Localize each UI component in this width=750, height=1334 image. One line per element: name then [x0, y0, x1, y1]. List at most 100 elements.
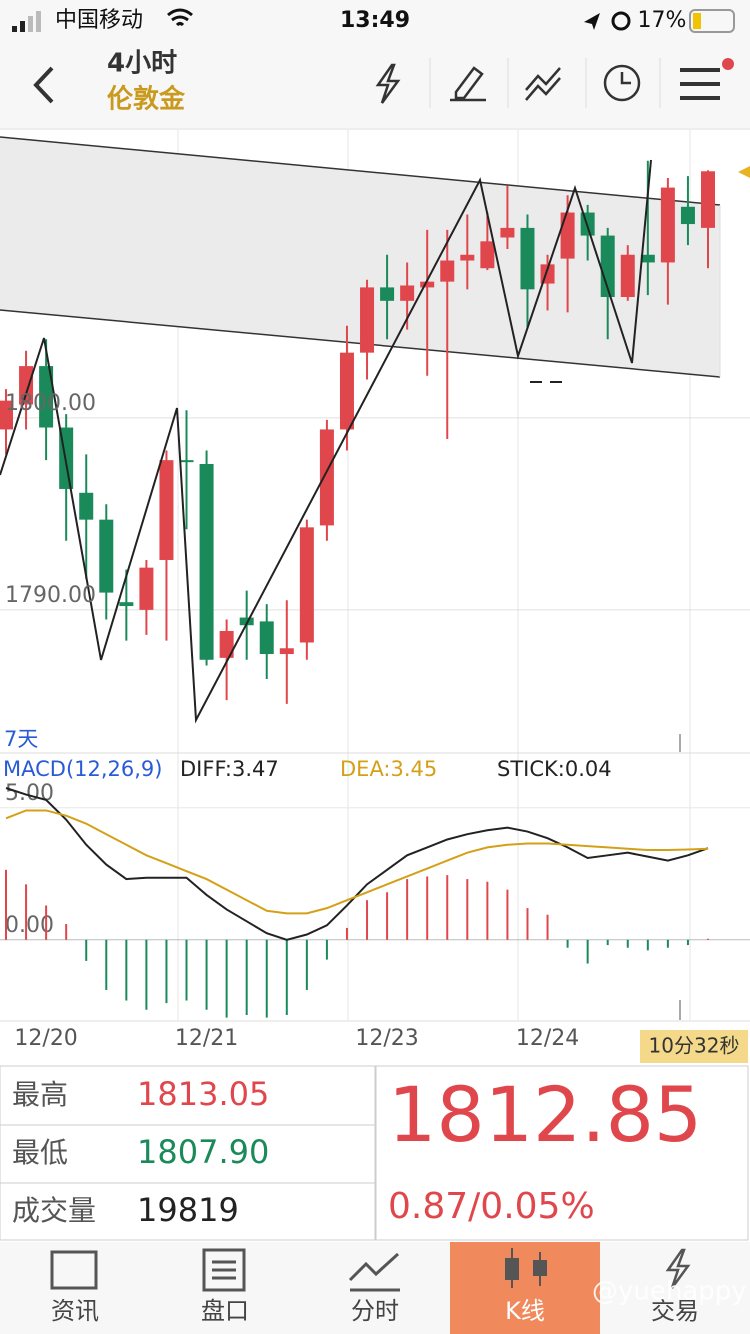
dea-line: [5, 809, 709, 915]
high-label: 最高: [12, 1078, 68, 1111]
candle-body: [500, 227, 515, 238]
candle-body: [380, 287, 395, 301]
x-tick-label: 12/20: [14, 1026, 77, 1051]
price-box: [375, 1065, 749, 1241]
tab-label[interactable]: 资讯: [51, 1297, 99, 1325]
watermark: @yuehappy: [592, 1277, 747, 1307]
candle-body: [79, 492, 94, 520]
candle-body: [39, 366, 54, 428]
tab-label[interactable]: 分时: [351, 1297, 399, 1325]
candle-body: [339, 352, 354, 430]
candle-body: [680, 206, 695, 225]
volume-label: 成交量: [12, 1194, 96, 1227]
last-price: 1812.85: [388, 1070, 702, 1159]
low-label: 最低: [12, 1136, 68, 1169]
alarm: [611, 11, 631, 31]
candle-body: [299, 527, 314, 643]
badge: [722, 58, 734, 70]
tab-bar: [0, 1242, 750, 1334]
candle-body: [480, 241, 495, 269]
price-change: 0.87/0.05%: [388, 1186, 595, 1227]
battery-text: 17%: [638, 8, 687, 33]
k-icon-body: [505, 1258, 519, 1280]
candle-body: [701, 171, 715, 228]
price-pointer: [738, 166, 750, 178]
candle-body: [640, 254, 655, 263]
candle-body: [179, 460, 194, 463]
candle-body: [620, 254, 635, 297]
top-bar: [0, 0, 750, 128]
k-icon-body: [533, 1260, 547, 1276]
candle-body: [259, 621, 274, 655]
clock-hands: [620, 72, 631, 85]
period-label: 7天: [4, 727, 38, 751]
candle-body: [219, 630, 234, 658]
channel-line: [0, 136, 721, 206]
carrier: 中国移动: [55, 8, 143, 33]
candle-body: [139, 567, 154, 610]
wifi: [167, 8, 193, 27]
timeshare-icon: [348, 1252, 400, 1292]
battery: [689, 9, 735, 33]
book-icon: [202, 1248, 246, 1292]
zigzag: [0, 159, 652, 724]
period-title: 4小时: [107, 49, 177, 79]
y-tick-label: 1800.00: [5, 391, 96, 416]
candle-body: [19, 366, 34, 405]
candle-body: [440, 260, 455, 282]
signal: [12, 11, 41, 32]
timer-box: [640, 1030, 748, 1063]
channel-fill: [0, 137, 720, 377]
active-tab: [450, 1242, 600, 1334]
tab-label[interactable]: K线: [505, 1297, 545, 1325]
draw-icon[interactable]: [450, 66, 486, 102]
timer: 10分32秒: [649, 1034, 740, 1058]
battery-level: [693, 13, 701, 29]
flash-icon[interactable]: [375, 63, 401, 104]
candle-body: [600, 235, 615, 297]
back-button[interactable]: [33, 66, 54, 104]
candle-body: [460, 254, 475, 261]
menu-icon[interactable]: [680, 68, 720, 100]
low-value: 1807.90: [137, 1133, 269, 1171]
candle-body: [660, 187, 675, 263]
candle-body: [400, 285, 415, 301]
candle-body: [520, 227, 535, 290]
trade-icon: [665, 1248, 691, 1289]
high-value: 1813.05: [137, 1075, 269, 1113]
stick-legend: STICK:0.04: [497, 757, 612, 781]
y-tick-label: 1790.00: [5, 583, 96, 608]
news-icon: [50, 1250, 98, 1290]
candle-body: [279, 648, 294, 655]
dea-legend: DEA:3.45: [340, 757, 437, 781]
candle-body: [119, 602, 134, 607]
book-lines: [212, 1260, 236, 1280]
symbol-name: 伦敦金: [107, 84, 186, 115]
clock: 13:49: [340, 8, 410, 33]
channel-line: [0, 309, 721, 378]
location: [584, 13, 600, 30]
x-tick-label: 12/24: [516, 1026, 579, 1051]
candle-body: [0, 400, 13, 430]
candle-body: [239, 617, 254, 626]
candle-body: [560, 212, 575, 259]
candle-body: [360, 287, 375, 353]
candle-body: [99, 519, 114, 593]
candle-body: [199, 463, 214, 660]
x-tick-label: 12/21: [175, 1026, 238, 1051]
volume-value: 19819: [137, 1191, 239, 1229]
tab-label[interactable]: 盘口: [201, 1297, 249, 1325]
diff-legend: DIFF:3.47: [180, 757, 279, 781]
clock-icon[interactable]: [603, 64, 641, 102]
candle-body: [319, 429, 334, 526]
diff-line: [5, 787, 709, 941]
y-tick-label: 5.00: [5, 781, 54, 806]
x-tick-label: 12/23: [355, 1026, 418, 1051]
candle-body: [420, 281, 435, 288]
candle-body: [159, 460, 174, 560]
macd-label: MACD(12,26,9): [3, 757, 163, 781]
quote-table: [0, 1065, 376, 1241]
line-icon[interactable]: [525, 67, 561, 101]
tab-label[interactable]: 交易: [651, 1297, 699, 1325]
